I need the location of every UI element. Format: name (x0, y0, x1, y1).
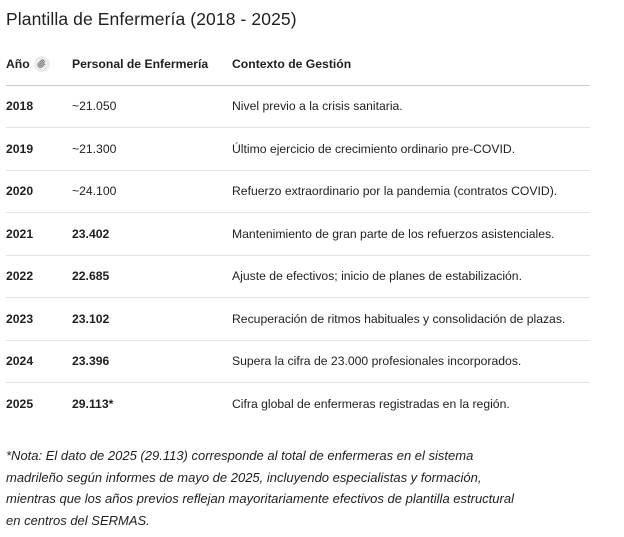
context-cell: Mantenimiento de gran parte de los refue… (232, 212, 590, 256)
column-header-staff: Personal de Enfermería (72, 43, 232, 86)
year-cell: 2021 (6, 212, 72, 256)
year-cell: 2025 (6, 397, 34, 411)
table-row: 2025 29.113* Cifra global de enfermeras … (6, 383, 590, 426)
staff-cell: 29.113* (72, 397, 114, 411)
staff-cell: ~21.300 (72, 127, 232, 171)
year-cell: 2024 (6, 340, 72, 383)
context-cell: Recuperación de ritmos habituales y cons… (232, 297, 590, 341)
staff-cell: ~21.050 (72, 85, 232, 128)
context-cell: Nivel previo a la crisis sanitaria. (232, 85, 590, 128)
nursing-staff-table: Año Personal de Enfermería Contexto de G… (6, 43, 590, 425)
context-cell: Último ejercicio de crecimiento ordinari… (232, 127, 590, 171)
context-cell: Ajuste de efectivos; inicio de planes de… (232, 255, 590, 298)
year-cell: 2022 (6, 255, 72, 298)
staff-cell: ~24.100 (72, 170, 232, 213)
staff-cell: 23.402 (72, 212, 232, 256)
table-row: 2019 ~21.300 Último ejercicio de crecimi… (6, 127, 590, 171)
year-cell: 2023 (6, 297, 72, 341)
footnote-line: madrileño según informes de mayo de 2025… (6, 469, 482, 485)
table-row: 2021 23.402 Mantenimiento de gran parte … (6, 212, 590, 256)
table-row: 2024 23.396 Supera la cifra de 23.000 pr… (6, 340, 590, 383)
footnote: *Nota: El dato de 2025 (29.113) correspo… (6, 445, 606, 531)
staff-cell: 23.396 (72, 340, 232, 383)
column-header-context: Contexto de Gestión (232, 43, 590, 86)
table-row: 2018 ~21.050 Nivel previo a la crisis sa… (6, 85, 590, 128)
year-cell: 2019 (6, 127, 72, 171)
column-header-year-label: Año (6, 56, 30, 71)
page-title: Plantilla de Enfermería (2018 - 2025) (6, 9, 297, 29)
context-cell: Supera la cifra de 23.000 profesionales … (232, 340, 590, 383)
column-header-year: Año (6, 43, 72, 86)
table-row: 2022 22.685 Ajuste de efectivos; inicio … (6, 255, 590, 298)
table-row: 2023 23.102 Recuperación de ritmos habit… (6, 297, 590, 341)
year-cell: 2020 (6, 170, 72, 213)
footnote-line: en centros del SERMAS. (6, 512, 150, 528)
staff-cell: 23.102 (72, 297, 232, 341)
table-header-row: Año Personal de Enfermería Contexto de G… (6, 43, 590, 86)
context-cell: Cifra global de enfermeras registradas e… (232, 397, 510, 411)
context-cell: Refuerzo extraordinario por la pandemia … (232, 170, 590, 213)
link-icon[interactable] (33, 55, 50, 72)
footnote-line: *Nota: El dato de 2025 (29.113) correspo… (6, 448, 474, 463)
staff-cell: 22.685 (72, 255, 232, 298)
table-row: 2020 ~24.100 Refuerzo extraordinario por… (6, 170, 590, 213)
footnote-line: mientras que los años previos reflejan m… (6, 491, 514, 506)
year-cell: 2018 (6, 85, 72, 128)
